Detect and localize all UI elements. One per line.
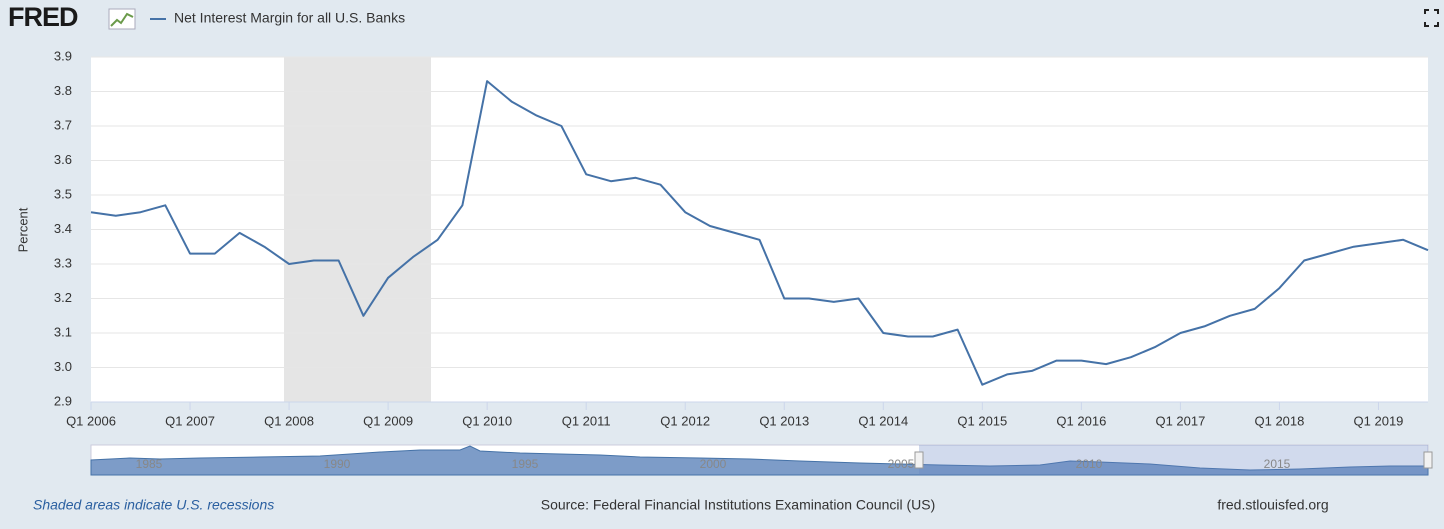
y-tick-label: 3.1 — [54, 324, 72, 339]
navigator-label: 1985 — [136, 457, 163, 471]
y-tick-label: 3.4 — [54, 221, 72, 236]
x-tick-label: Q1 2017 — [1155, 413, 1205, 428]
logo-icon — [108, 8, 136, 30]
y-tick-label: 3.7 — [54, 117, 72, 132]
x-tick-label: Q1 2019 — [1354, 413, 1404, 428]
x-tick-label: Q1 2018 — [1255, 413, 1305, 428]
x-tick-label: Q1 2012 — [660, 413, 710, 428]
legend-label: Net Interest Margin for all U.S. Banks — [174, 10, 405, 26]
grid — [91, 56, 1428, 403]
navigator-label: 2010 — [1076, 457, 1103, 471]
navigator-label: 2000 — [700, 457, 727, 471]
recession-note[interactable]: Shaded areas indicate U.S. recessions — [33, 497, 274, 513]
x-tick-label: Q1 2011 — [562, 413, 611, 428]
marks — [90, 80, 1429, 386]
navigator-label: 2015 — [1264, 457, 1291, 471]
source: Source: Federal Financial Institutions E… — [541, 497, 936, 513]
x-tick-label: Q1 2013 — [759, 413, 809, 428]
y-tick-label: 3.0 — [54, 359, 72, 374]
navigator[interactable]: 1985 1990 1995 2000 2005 2010 2015 — [90, 444, 1433, 476]
navigator-label: 2005 — [888, 457, 915, 471]
navigator-label: 1995 — [512, 457, 539, 471]
y-tick-label: 2.9 — [54, 393, 72, 408]
x-tick-label: Q1 2006 — [66, 413, 116, 428]
x-tick-label: Q1 2008 — [264, 413, 314, 428]
navigator-label: 1990 — [324, 457, 351, 471]
site[interactable]: fred.stlouisfed.org — [1217, 497, 1328, 513]
y-tick-label: 3.6 — [54, 152, 72, 167]
x-tick-label: Q1 2014 — [858, 413, 908, 428]
y-tick-label: 3.5 — [54, 186, 72, 201]
x-tick-label: Q1 2009 — [363, 413, 413, 428]
y-axis-label: Percent — [15, 207, 30, 252]
x-tick-label: Q1 2010 — [462, 413, 512, 428]
logo[interactable]: FRED — [8, 2, 79, 32]
y-tick-label: 3.8 — [54, 83, 72, 98]
y-tick-label: 3.2 — [54, 290, 72, 305]
series-line — [90, 80, 1429, 386]
x-tick-label: Q1 2016 — [1056, 413, 1106, 428]
y-tick-label: 3.9 — [54, 48, 72, 63]
x-tick-label: Q1 2015 — [957, 413, 1007, 428]
x-tick-label: Q1 2007 — [165, 413, 215, 428]
y-tick-label: 3.3 — [54, 255, 72, 270]
fullscreen-icon[interactable] — [1424, 9, 1439, 27]
